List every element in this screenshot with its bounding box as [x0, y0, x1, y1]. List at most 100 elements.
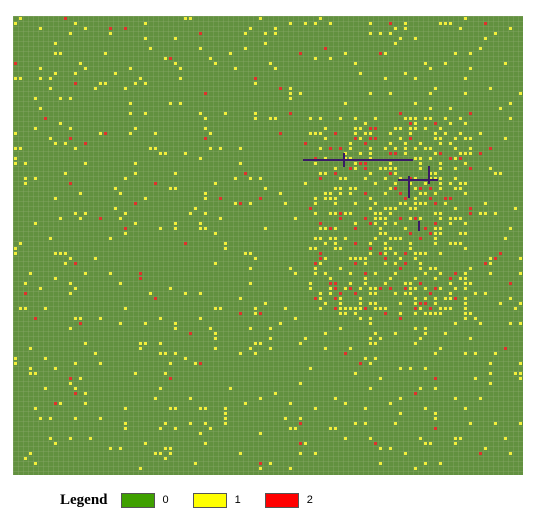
map-cell — [99, 362, 102, 365]
map-cell — [249, 282, 252, 285]
map-cell — [369, 242, 372, 245]
map-cell — [464, 307, 467, 310]
map-cell — [219, 307, 222, 310]
map-cell — [74, 262, 77, 265]
map-cell — [469, 267, 472, 270]
map-cell — [359, 362, 362, 365]
map-cell — [454, 157, 457, 160]
map-cell — [49, 87, 52, 90]
map-cell — [459, 117, 462, 120]
map-cell — [339, 267, 342, 270]
map-cell — [384, 252, 387, 255]
map-cell — [404, 22, 407, 25]
map-cell — [29, 452, 32, 455]
map-cell — [459, 187, 462, 190]
map-cell — [429, 267, 432, 270]
map-cell — [249, 267, 252, 270]
map-cell — [469, 167, 472, 170]
map-cell — [74, 317, 77, 320]
map-cell — [204, 117, 207, 120]
map-cell — [354, 312, 357, 315]
map-cell — [444, 62, 447, 65]
map-cell — [409, 217, 412, 220]
map-cell — [169, 362, 172, 365]
map-cell — [389, 167, 392, 170]
map-cell — [354, 262, 357, 265]
map-cell — [299, 442, 302, 445]
map-cell — [339, 192, 342, 195]
map-cell — [414, 207, 417, 210]
map-cell — [479, 132, 482, 135]
map-cell — [139, 347, 142, 350]
map-cell — [434, 242, 437, 245]
map-cell — [349, 282, 352, 285]
legend-label-2: 2 — [306, 494, 313, 506]
map-cell — [189, 17, 192, 20]
map-cell — [99, 82, 102, 85]
legend: Legend 0 1 2 — [60, 489, 337, 511]
map-cell — [114, 207, 117, 210]
map-cell — [314, 272, 317, 275]
map-cell — [174, 327, 177, 330]
map-cell — [514, 207, 517, 210]
map-cell — [434, 417, 437, 420]
map-cell — [469, 137, 472, 140]
map-cell — [459, 242, 462, 245]
map-cell — [464, 152, 467, 155]
map-cell — [334, 427, 337, 430]
map-cell — [69, 137, 72, 140]
map-cell — [14, 357, 17, 360]
map-cell — [444, 197, 447, 200]
map-cell — [54, 42, 57, 45]
map-cell — [339, 327, 342, 330]
map-cell — [184, 357, 187, 360]
map-cell — [434, 387, 437, 390]
map-cell — [14, 247, 17, 250]
map-cell — [384, 312, 387, 315]
map-cell — [399, 267, 402, 270]
map-cell — [509, 297, 512, 300]
map-cell — [414, 77, 417, 80]
map-cell — [144, 342, 147, 345]
map-cell — [259, 342, 262, 345]
map-cell — [254, 77, 257, 80]
map-cell — [384, 242, 387, 245]
map-cell — [349, 187, 352, 190]
map-cell — [424, 407, 427, 410]
map-cell — [384, 52, 387, 55]
map-cell — [519, 272, 522, 275]
map-cell — [134, 82, 137, 85]
map-cell — [179, 67, 182, 70]
map-cell — [164, 447, 167, 450]
map-cell — [309, 282, 312, 285]
map-cell — [24, 182, 27, 185]
map-cell — [39, 107, 42, 110]
map-cell — [374, 332, 377, 335]
map-cell — [234, 67, 237, 70]
map-cell — [464, 17, 467, 20]
map-cell — [34, 372, 37, 375]
map-cell — [489, 372, 492, 375]
map-cell — [469, 282, 472, 285]
map-cell — [449, 292, 452, 295]
map-cell — [479, 322, 482, 325]
map-cell — [469, 147, 472, 150]
map-cell — [504, 137, 507, 140]
map-cell — [449, 242, 452, 245]
map-cell — [319, 117, 322, 120]
map-cell — [299, 342, 302, 345]
map-cell — [369, 362, 372, 365]
map-cell — [434, 172, 437, 175]
map-cell — [339, 297, 342, 300]
map-cell — [399, 112, 402, 115]
map-cell — [409, 177, 412, 180]
map-cell — [404, 282, 407, 285]
map-cell — [494, 257, 497, 260]
map-cell — [374, 442, 377, 445]
map-cell — [459, 182, 462, 185]
map-cell — [84, 392, 87, 395]
map-cell — [159, 452, 162, 455]
map-cell — [119, 447, 122, 450]
map-cell — [464, 92, 467, 95]
map-cell — [239, 202, 242, 205]
